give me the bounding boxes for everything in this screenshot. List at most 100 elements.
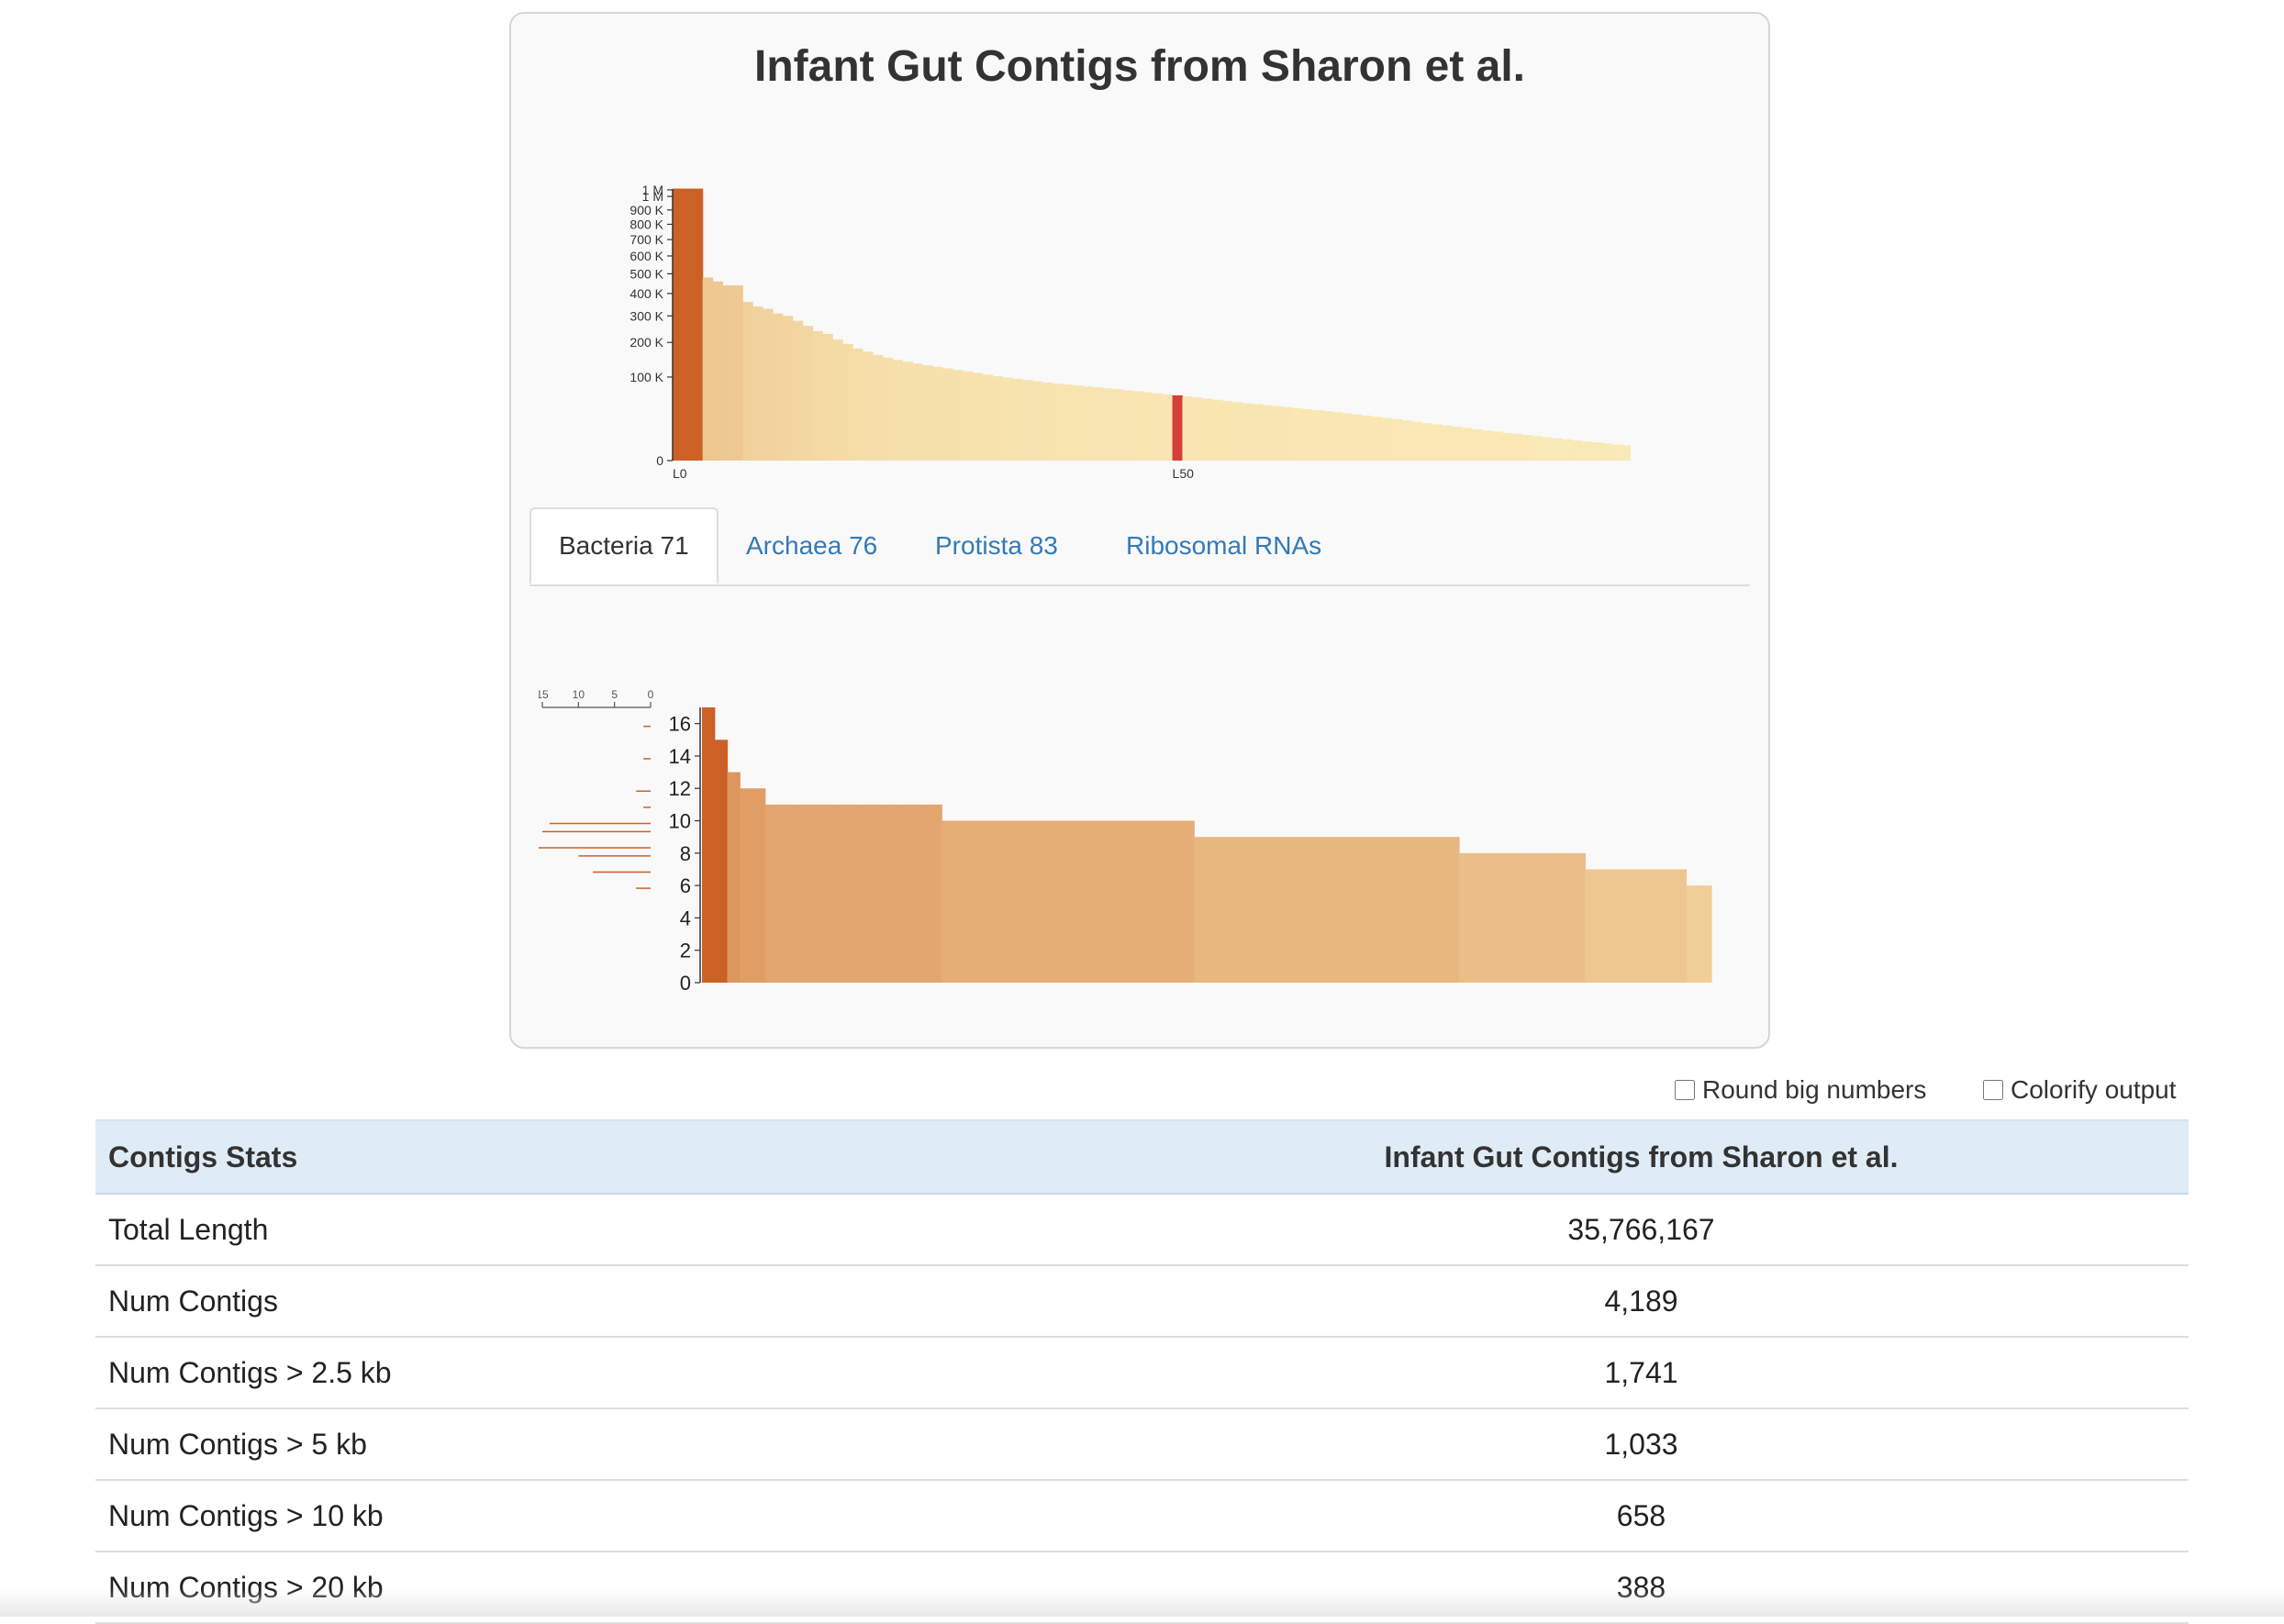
busco-bar <box>1510 852 1523 983</box>
nx-bar <box>1611 444 1623 461</box>
nx-bar <box>1482 430 1493 461</box>
table-row: Num Contigs > 10 kb 658 <box>95 1480 2189 1552</box>
tab-protista[interactable]: Protista 83 <box>935 531 1058 560</box>
tab-archaea[interactable]: Archaea 76 <box>746 531 878 560</box>
busco-bar <box>1433 837 1447 983</box>
nx-bar <box>1092 387 1103 461</box>
nx-bar <box>1162 394 1174 461</box>
busco-bar <box>740 788 753 983</box>
busco-bar <box>1497 852 1510 983</box>
nx-y-tick-label: 800 K <box>629 217 663 231</box>
busco-bar <box>1295 837 1309 983</box>
tab-bacteria[interactable]: Bacteria 71 <box>529 507 719 584</box>
nx-bar <box>1252 404 1264 461</box>
nx-bar <box>972 373 984 461</box>
nx-bar <box>782 316 794 461</box>
colorify-output-checkbox[interactable] <box>1983 1080 2003 1100</box>
colorify-output-option[interactable]: Colorify output <box>1983 1075 2177 1105</box>
nx-bar <box>822 333 833 461</box>
nx-y-tick-label: 300 K <box>629 308 663 323</box>
column-header-stats: Contigs Stats <box>95 1119 1094 1195</box>
busco-bar <box>1332 837 1346 983</box>
round-big-numbers-checkbox[interactable] <box>1675 1080 1695 1100</box>
busco-bar <box>878 804 892 983</box>
nx-bar <box>1292 407 1303 461</box>
nx-bar <box>1472 428 1483 461</box>
busco-bar <box>904 804 918 983</box>
busco-bar <box>954 820 968 983</box>
busco-bar <box>752 788 766 983</box>
nx-bar <box>1052 384 1064 461</box>
busco-bar <box>1042 820 1056 983</box>
busco-bar <box>1106 820 1120 983</box>
nx-bar <box>1142 392 1153 461</box>
nx-bar <box>752 306 763 461</box>
busco-bar <box>1383 837 1397 983</box>
nx-bar <box>1312 409 1323 461</box>
nx-y-tick-label: 100 K <box>629 370 663 384</box>
busco-bar <box>1244 837 1258 983</box>
nx-bar <box>1372 417 1383 461</box>
nx-bar <box>1572 440 1583 461</box>
busco-bar <box>1471 852 1486 983</box>
row-label: Num Contigs > 2.5 kb <box>95 1337 1094 1409</box>
nx-bar <box>673 188 684 461</box>
nx-bar <box>1012 378 1023 461</box>
nx-bar <box>1411 421 1423 461</box>
nx-bar <box>1532 436 1543 461</box>
busco-bar <box>714 740 729 983</box>
nx-bar <box>1392 418 1403 461</box>
busco-bar <box>702 707 716 983</box>
busco-bar <box>1409 837 1422 983</box>
nx-bar <box>1082 386 1094 461</box>
nx-bar <box>842 343 853 461</box>
nx-bar <box>1331 412 1343 461</box>
nx-bar <box>1382 417 1393 461</box>
hist-tick-label: 15 <box>539 688 549 701</box>
nx-bar <box>1421 423 1433 461</box>
busco-bar <box>1118 820 1132 983</box>
busco-bar <box>828 804 841 983</box>
busco-chart: 0 2 4 6 8 10 12 14 16 15 10 5 0 <box>539 688 1712 995</box>
busco-bar <box>1459 852 1473 983</box>
table-row: Num Contigs > 5 kb 1,033 <box>95 1408 2189 1481</box>
nx-bar <box>1112 389 1123 461</box>
nx-bar <box>1231 402 1243 461</box>
tab-ribosomal-rnas[interactable]: Ribosomal RNAs <box>1126 531 1322 560</box>
nx-bar <box>1542 437 1554 461</box>
busco-bar <box>1673 869 1688 983</box>
table-row: Num Contigs > 2.5 kb 1,741 <box>95 1337 2189 1409</box>
nx-bar <box>1022 380 1033 461</box>
hist-tick-label: 5 <box>611 688 618 701</box>
busco-bar <box>992 820 1006 983</box>
busco-bar <box>1370 837 1385 983</box>
nx-y-tick-label: 500 K <box>629 266 663 281</box>
busco-y-tick-label: 4 <box>680 907 691 929</box>
tab-bar: Bacteria 71 Archaea 76 Protista 83 Ribos… <box>529 496 1750 586</box>
page-title: Infant Gut Contigs from Sharon et al. <box>754 42 1525 91</box>
nx-bar <box>1102 388 1113 461</box>
nx-bar <box>1152 393 1164 461</box>
nx-x-tick-label: L0 <box>673 466 687 481</box>
nx-bar <box>1182 396 1193 461</box>
nx-bar-l50 <box>1172 395 1184 461</box>
nx-chart: 0 100 K 200 K 300 K 400 K 500 K 600 K 700 K800 … <box>629 183 1631 481</box>
nx-bar <box>932 366 943 461</box>
nx-bar <box>832 339 843 461</box>
nx-bar <box>1352 414 1364 461</box>
nx-bar <box>962 371 974 461</box>
nx-bar <box>1582 441 1593 461</box>
busco-bar <box>1396 837 1409 983</box>
busco-bar <box>891 804 905 983</box>
nx-bar <box>1131 391 1143 461</box>
nx-y-tick-label: 400 K <box>629 286 663 301</box>
busco-y-tick-label: 6 <box>680 874 691 897</box>
row-value: 35,766,167 <box>1094 1194 2189 1266</box>
round-big-numbers-option[interactable]: Round big numbers <box>1675 1075 1926 1105</box>
busco-bar <box>1521 852 1536 983</box>
nx-y-tick-label: 900 K <box>629 203 663 217</box>
nx-bar <box>692 188 704 461</box>
nx-bar <box>902 362 913 461</box>
nx-bar <box>1621 445 1631 461</box>
busco-y-tick-label: 8 <box>680 842 691 865</box>
